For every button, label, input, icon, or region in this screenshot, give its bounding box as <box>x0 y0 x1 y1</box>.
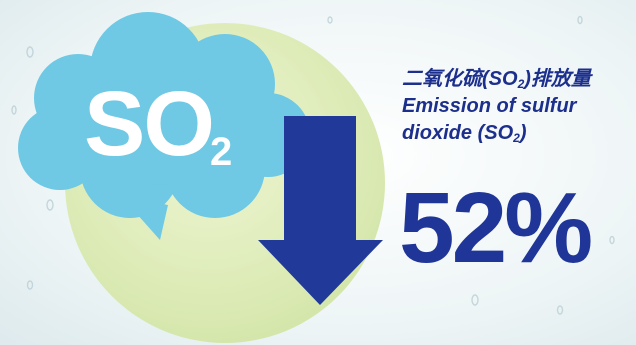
formula-subscript: 2 <box>210 130 233 174</box>
speech-cloud-icon <box>18 12 310 240</box>
caption-chinese-suffix: )排放量 <box>524 68 591 90</box>
caption-chinese-subscript: 2 <box>517 77 525 91</box>
caption-chinese-prefix: 二氧化硫(SO <box>402 68 518 90</box>
caption-english-line2-prefix: dioxide (SO <box>402 122 514 144</box>
caption-english-line1: Emission of sulfur <box>402 95 577 117</box>
cloud-formula: SO 2 <box>84 74 234 194</box>
formula-main: SO <box>84 73 215 175</box>
caption-english-line2-suffix: ) <box>519 122 527 144</box>
caption-english-line2-subscript: 2 <box>513 131 520 145</box>
caption-chinese: 二氧化硫(SO2)排放量 <box>402 66 632 93</box>
caption-english-line2: dioxide (SO2) <box>402 120 632 147</box>
down-arrow-icon <box>258 116 383 305</box>
emission-caption: 二氧化硫(SO2)排放量 Emission of sulfur dioxide … <box>402 66 632 147</box>
reduction-percentage: 52% <box>399 172 593 284</box>
